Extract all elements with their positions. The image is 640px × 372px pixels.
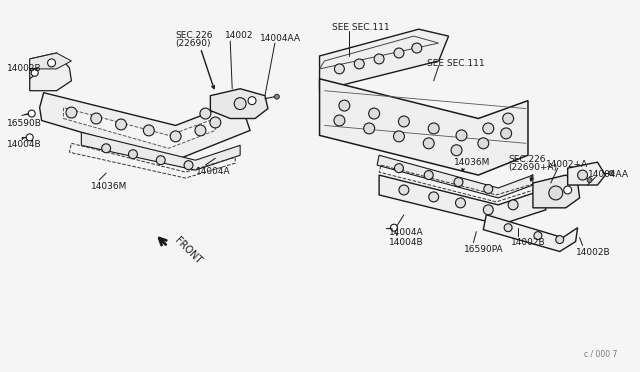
Polygon shape — [568, 162, 605, 185]
Circle shape — [424, 171, 433, 180]
Text: 16590B: 16590B — [7, 119, 42, 128]
Text: SEE SEC.111: SEE SEC.111 — [332, 23, 390, 32]
Text: SEE SEC.111: SEE SEC.111 — [427, 59, 484, 68]
Circle shape — [423, 138, 434, 149]
Circle shape — [454, 177, 463, 186]
Circle shape — [28, 110, 35, 117]
Circle shape — [399, 116, 410, 127]
Circle shape — [428, 123, 439, 134]
Circle shape — [508, 200, 518, 210]
Text: 14036M: 14036M — [92, 182, 127, 191]
Circle shape — [483, 205, 493, 215]
Circle shape — [478, 138, 489, 149]
Circle shape — [390, 224, 397, 231]
Polygon shape — [211, 89, 268, 119]
Circle shape — [129, 150, 138, 159]
Circle shape — [504, 224, 512, 232]
Circle shape — [102, 144, 111, 153]
Circle shape — [609, 171, 614, 176]
Text: FRONT: FRONT — [173, 235, 204, 266]
Circle shape — [394, 48, 404, 58]
Text: 14004AA: 14004AA — [588, 170, 628, 179]
Circle shape — [31, 69, 38, 76]
Polygon shape — [319, 29, 449, 91]
Circle shape — [429, 192, 438, 202]
Circle shape — [578, 170, 588, 180]
Polygon shape — [483, 215, 578, 251]
Polygon shape — [29, 53, 72, 91]
Circle shape — [564, 186, 572, 194]
Polygon shape — [63, 108, 215, 148]
Circle shape — [364, 123, 374, 134]
Text: 14002B: 14002B — [511, 238, 546, 247]
Circle shape — [556, 235, 564, 244]
Text: 14004B: 14004B — [389, 238, 424, 247]
Text: (22690+A): (22690+A) — [508, 163, 557, 172]
Polygon shape — [533, 175, 580, 208]
Text: 14004A: 14004A — [389, 228, 424, 237]
Circle shape — [534, 232, 542, 240]
Text: 14004AA: 14004AA — [260, 34, 301, 43]
Circle shape — [394, 164, 403, 173]
Text: SEC.226: SEC.226 — [175, 31, 213, 40]
Circle shape — [116, 119, 127, 130]
Circle shape — [47, 59, 56, 67]
Circle shape — [483, 123, 493, 134]
Text: 14004A: 14004A — [195, 167, 230, 176]
Circle shape — [170, 131, 181, 142]
Circle shape — [156, 156, 165, 165]
Circle shape — [451, 145, 462, 156]
Text: SEC.226: SEC.226 — [508, 155, 546, 164]
Circle shape — [484, 185, 493, 193]
Polygon shape — [81, 132, 240, 170]
Polygon shape — [40, 93, 250, 160]
Circle shape — [66, 107, 77, 118]
Circle shape — [502, 113, 513, 124]
Text: 14036M: 14036M — [454, 158, 490, 167]
Circle shape — [210, 117, 221, 128]
Polygon shape — [377, 155, 533, 198]
Polygon shape — [29, 53, 72, 69]
Text: 16590PA: 16590PA — [463, 244, 503, 254]
Circle shape — [234, 98, 246, 110]
Text: c / 000 7: c / 000 7 — [584, 350, 618, 359]
Circle shape — [412, 43, 422, 53]
Circle shape — [335, 64, 344, 74]
Circle shape — [587, 177, 592, 183]
Circle shape — [500, 128, 511, 139]
Circle shape — [339, 100, 350, 111]
Text: 14002B: 14002B — [575, 247, 611, 257]
Polygon shape — [319, 79, 528, 175]
Circle shape — [275, 94, 279, 99]
Text: 14002+A: 14002+A — [546, 160, 588, 169]
Circle shape — [355, 59, 364, 69]
Circle shape — [456, 198, 465, 208]
Circle shape — [394, 131, 404, 142]
Circle shape — [184, 161, 193, 170]
Circle shape — [91, 113, 102, 124]
Circle shape — [399, 185, 409, 195]
Polygon shape — [379, 175, 546, 225]
Circle shape — [334, 115, 345, 126]
Circle shape — [549, 186, 563, 200]
Circle shape — [26, 134, 33, 141]
Circle shape — [200, 108, 211, 119]
Text: (22690): (22690) — [175, 39, 211, 48]
Circle shape — [248, 97, 256, 105]
Circle shape — [374, 54, 384, 64]
Circle shape — [143, 125, 154, 136]
Circle shape — [369, 108, 380, 119]
Text: 14004B: 14004B — [7, 140, 42, 149]
Text: 14002B: 14002B — [7, 64, 42, 73]
Text: 14002: 14002 — [225, 31, 253, 40]
Circle shape — [195, 125, 206, 136]
Circle shape — [456, 130, 467, 141]
